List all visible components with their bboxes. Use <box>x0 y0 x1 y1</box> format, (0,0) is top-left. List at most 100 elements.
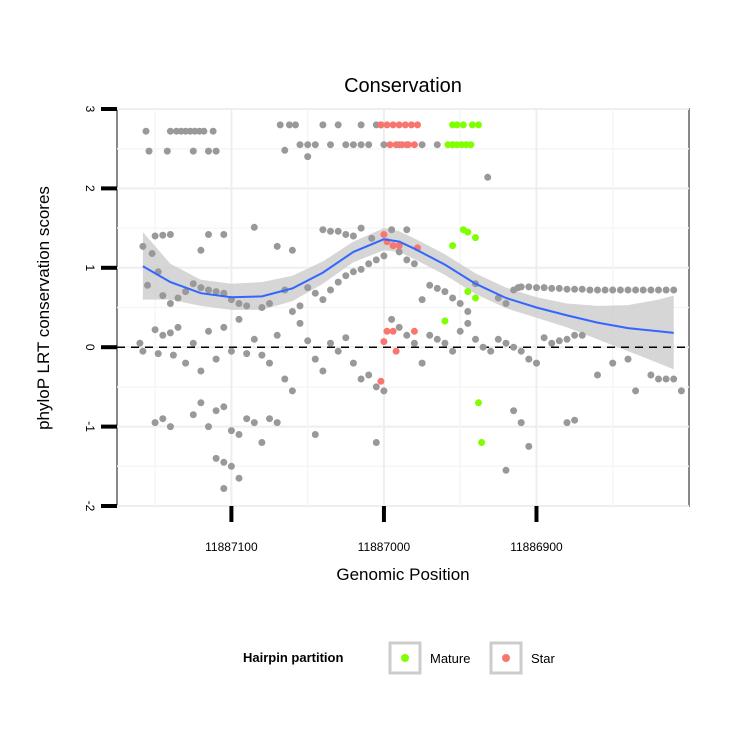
point-other <box>609 359 617 367</box>
point-other <box>334 227 342 235</box>
point-other <box>205 286 212 294</box>
point-other <box>220 323 228 331</box>
chart-title: Conservation <box>344 75 462 97</box>
point-star <box>380 338 388 346</box>
point-other <box>197 399 205 407</box>
point-other <box>484 173 492 181</box>
point-other <box>288 387 296 395</box>
point-star <box>383 327 391 335</box>
point-other <box>266 300 273 307</box>
point-other <box>273 331 281 339</box>
smooth-confidence-band <box>142 228 674 370</box>
point-other <box>624 286 632 294</box>
point-other <box>548 284 556 292</box>
point-other <box>342 141 350 149</box>
point-other <box>243 302 251 310</box>
point-other <box>670 375 678 383</box>
point-mature <box>464 288 472 296</box>
y-axis-title: phyloP LRT conservation scores <box>34 186 53 430</box>
point-other <box>418 296 426 304</box>
point-other <box>555 284 563 292</box>
point-other <box>571 331 579 339</box>
point-star <box>395 242 403 250</box>
point-other <box>670 286 678 294</box>
point-other <box>166 423 174 431</box>
point-other <box>304 284 312 292</box>
point-star <box>410 141 418 149</box>
x-axis: 11887100 11887000 11886900 <box>205 506 563 554</box>
point-other <box>327 141 334 149</box>
point-other <box>456 327 464 335</box>
point-other <box>380 252 388 260</box>
point-star <box>414 121 421 129</box>
point-other <box>334 278 342 286</box>
point-other <box>357 265 365 273</box>
legend-dot-mature <box>401 654 409 662</box>
point-other <box>212 288 220 296</box>
point-other <box>154 350 162 358</box>
point-other <box>327 339 334 347</box>
point-other <box>517 283 525 291</box>
point-star <box>392 347 400 355</box>
point-star <box>383 121 391 129</box>
point-other <box>342 272 350 280</box>
loess-line <box>142 238 674 334</box>
point-star <box>377 377 385 385</box>
point-other <box>594 286 601 294</box>
point-other <box>357 141 365 149</box>
point-other <box>311 289 319 297</box>
point-other <box>327 227 334 235</box>
point-other <box>357 375 365 383</box>
point-other <box>166 127 174 135</box>
point-other <box>139 347 147 355</box>
point-other <box>296 141 304 149</box>
point-mature <box>441 317 449 325</box>
point-other <box>426 331 434 339</box>
point-other <box>197 246 205 254</box>
point-other <box>200 127 208 135</box>
point-other <box>540 284 548 292</box>
point-other <box>540 334 548 342</box>
point-star <box>395 121 403 129</box>
point-mature <box>472 294 479 302</box>
point-other <box>285 121 293 129</box>
legend-label-mature: Mature <box>430 651 470 666</box>
point-other <box>220 403 228 411</box>
point-other <box>342 231 350 238</box>
point-other <box>525 283 533 291</box>
point-mature <box>475 121 482 129</box>
point-other <box>235 431 243 438</box>
point-other <box>349 268 357 276</box>
point-star <box>401 121 409 129</box>
point-other <box>578 285 586 293</box>
y-tick-label: 1 <box>83 264 97 271</box>
point-other <box>212 355 220 363</box>
x-tick-label: 11887000 <box>358 540 411 554</box>
point-other <box>365 371 373 379</box>
point-other <box>144 281 151 289</box>
point-other <box>182 288 190 296</box>
point-other <box>449 294 457 302</box>
point-mature <box>472 234 479 242</box>
point-other <box>349 141 357 149</box>
point-star <box>380 231 388 238</box>
point-other <box>163 147 171 155</box>
point-other <box>456 300 464 307</box>
point-star <box>410 327 418 335</box>
point-other <box>151 419 159 427</box>
point-other <box>525 442 533 450</box>
point-other <box>311 355 319 363</box>
point-other <box>151 326 159 334</box>
point-other <box>395 323 403 331</box>
point-other <box>395 248 403 256</box>
point-other <box>372 256 380 264</box>
point-other <box>502 300 510 307</box>
point-other <box>235 300 243 307</box>
x-tick-label: 11887100 <box>205 540 258 554</box>
point-other <box>441 339 449 347</box>
point-other <box>433 141 441 149</box>
point-other <box>586 286 594 294</box>
point-other <box>266 359 273 367</box>
point-other <box>578 331 586 339</box>
point-other <box>487 347 495 355</box>
